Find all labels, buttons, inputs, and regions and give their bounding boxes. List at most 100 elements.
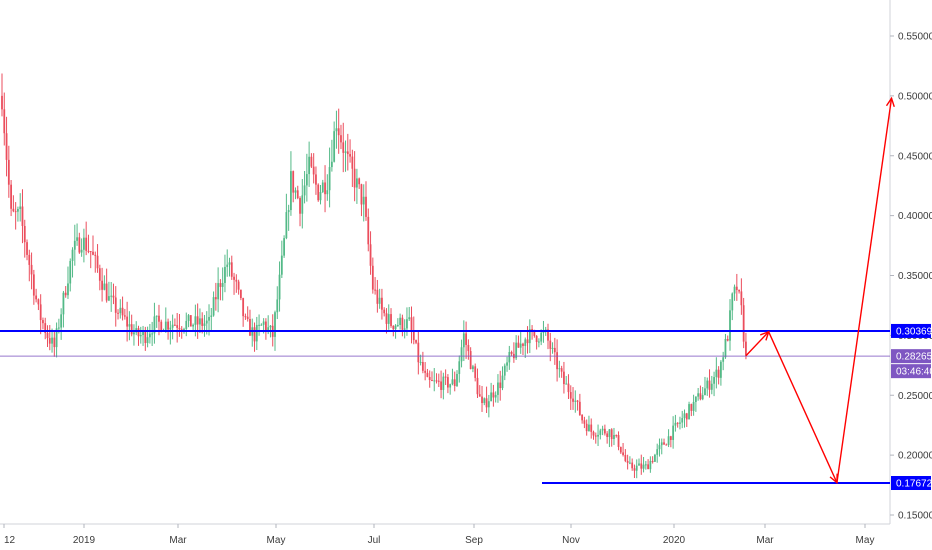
candle-body [428,376,431,380]
candle-body [305,174,308,186]
candle-body [199,318,201,325]
candle-body [592,431,595,436]
candle-body [337,128,340,136]
resistance-price-tag: 0.30369 [891,323,932,338]
candle-body [73,240,76,250]
candle-body [203,323,206,326]
candle-body [390,314,392,326]
candle-body [656,449,659,455]
candle-body [121,307,124,316]
candle-body [679,422,681,424]
candle-body [133,332,135,335]
candle-body [551,347,554,349]
candle-body [67,283,69,296]
countdown-tag-text: 03:46:40 [896,367,932,378]
candle-body [92,251,94,255]
candle-body [55,328,58,348]
candle-body [408,317,411,320]
candle-body [462,333,465,348]
candle-body [424,370,427,373]
candle-body [299,198,301,214]
candle-body [638,463,640,466]
candle-body [403,328,406,330]
candle-body [419,362,422,364]
candle-body [387,314,390,324]
current-price-tag: 0.28265 [891,349,932,364]
candle-body [290,171,292,211]
candle-body [242,298,245,317]
candle-body [658,445,661,450]
candle-body [83,237,85,250]
candle-body [48,338,51,344]
candle-body [103,283,106,290]
candle-body [663,442,665,445]
candle-body [683,413,686,419]
projection-arrowhead [885,96,895,108]
candle-body [358,178,361,185]
candle-body [142,331,144,336]
candle-body [385,313,388,324]
candle-body [515,342,518,359]
candle-body [233,276,235,280]
candle-body [369,244,372,266]
candle-body [406,319,408,329]
candle-body [624,455,627,461]
candle-body [230,262,233,277]
candle-body [451,379,454,385]
candle-body [319,192,322,201]
candle-body [701,395,704,400]
candle-body [85,237,88,251]
projection-path [745,96,895,485]
candle-body [167,321,169,330]
x-tick-label: Mar [169,535,187,546]
candle-body [533,329,536,336]
candle-body [378,297,381,304]
candle-body [601,428,604,431]
candle-body [114,297,117,313]
candle-body [647,464,649,470]
candle-body [410,317,413,331]
candle-body [669,436,672,440]
candle-body [644,464,647,466]
candle-body [201,318,204,326]
candle-body [506,362,508,366]
candle-body [69,260,72,284]
candle-body [32,274,35,296]
candle-body [176,325,179,328]
candle-body [346,151,349,155]
resistance-price-tag-text: 0.30369 [896,326,932,337]
support-price-tag: 0.17672 [891,476,932,491]
candle-body [569,392,572,399]
candle-body [465,333,467,345]
candle-body [342,142,345,153]
candle-body [733,286,736,294]
candle-body [362,196,365,205]
candle-body [376,289,379,304]
candle-body [485,398,488,408]
candle-body [235,279,238,282]
candle-body [633,468,636,471]
candle-body [321,182,324,193]
candle-body [139,335,142,337]
candle-body [35,295,38,300]
x-tick-label: Sep [465,535,483,546]
candle-body [237,281,240,290]
candle-body [78,237,81,253]
candle-body [472,366,474,370]
candle-body [474,366,477,378]
x-tick-label: Jul [368,535,381,546]
resistance-price-tag-bg [891,323,931,338]
candle-body [690,404,693,411]
candle-body [128,324,131,327]
candle-body [62,292,65,315]
candle-body [560,368,563,372]
candle-body [713,377,715,384]
y-tick-label: 0.15000 [898,511,932,522]
candle-body [351,156,354,169]
candle-body [722,357,725,362]
candle-body [158,315,160,322]
candle-body [503,365,506,376]
candle-body [367,216,370,245]
candle-body [57,327,60,329]
